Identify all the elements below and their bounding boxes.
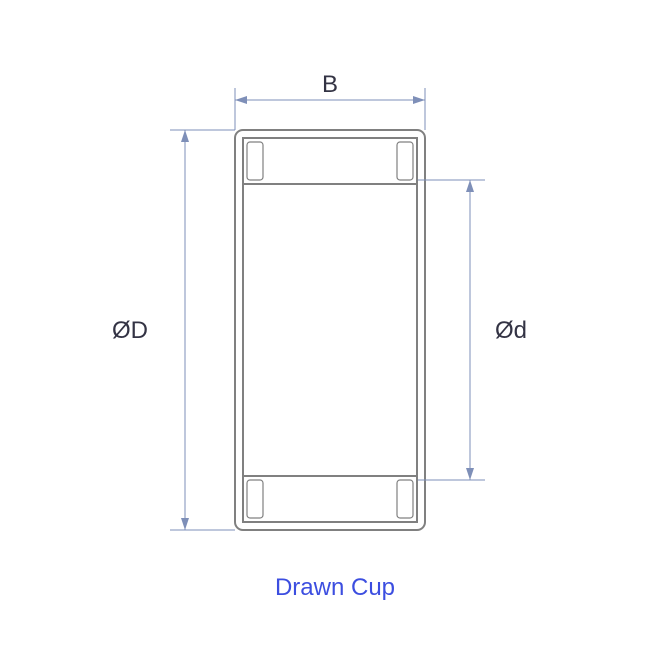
dim-D-label: ØD (112, 317, 148, 344)
arrowhead (466, 180, 474, 192)
cup-inner-outline (243, 138, 417, 522)
arrowhead (413, 96, 425, 104)
dim-B-label: B (322, 71, 338, 98)
dim-d-label: Ød (495, 317, 527, 344)
roller-top-right (397, 142, 413, 180)
roller-top-left (247, 142, 263, 180)
roller-bottom-left (247, 480, 263, 518)
roller-bottom-right (397, 480, 413, 518)
diagram-canvas: B ØD Ød Drawn Cup (0, 0, 670, 670)
arrowhead (181, 518, 189, 530)
arrowhead (181, 130, 189, 142)
arrowhead (235, 96, 247, 104)
cup-outer-outline (235, 130, 425, 530)
caption-text: Drawn Cup (275, 574, 395, 601)
arrowhead (466, 468, 474, 480)
